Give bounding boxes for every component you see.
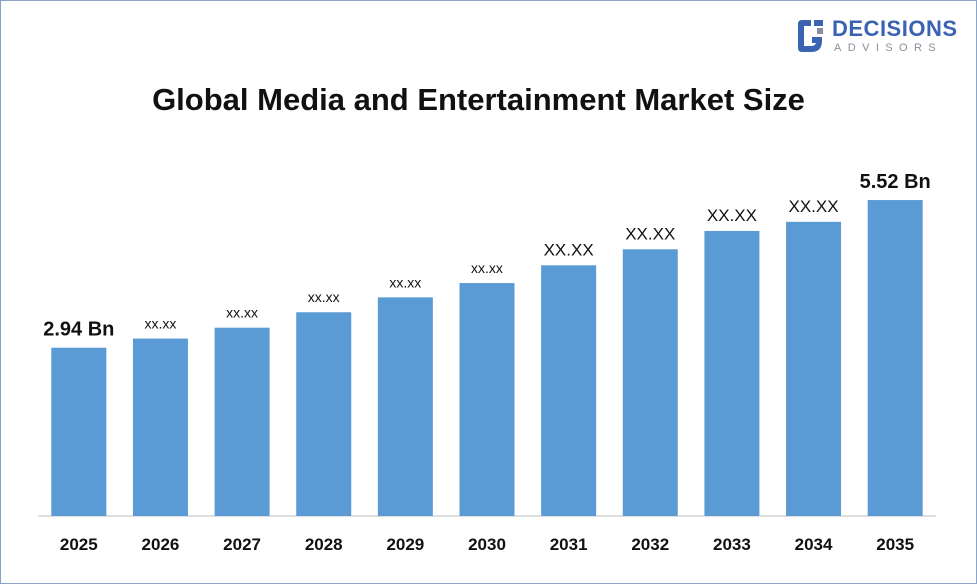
bar-2033 bbox=[704, 230, 760, 516]
bar-2027 bbox=[214, 327, 270, 516]
x-tick-label-2032: 2032 bbox=[631, 535, 669, 554]
x-tick-label-2029: 2029 bbox=[386, 535, 424, 554]
data-label-2033: XX.XX bbox=[707, 206, 757, 225]
data-label-2029: xx.xx bbox=[389, 274, 421, 290]
data-label-2030: xx.xx bbox=[471, 260, 503, 276]
data-label-2028: xx.xx bbox=[308, 289, 340, 305]
x-tick-label-2035: 2035 bbox=[876, 535, 914, 554]
x-tick-label-2034: 2034 bbox=[795, 535, 833, 554]
x-tick-label-2028: 2028 bbox=[305, 535, 343, 554]
bar-2028 bbox=[296, 312, 352, 516]
bar-2030 bbox=[459, 283, 515, 516]
x-tick-label-2033: 2033 bbox=[713, 535, 751, 554]
x-tick-label-2025: 2025 bbox=[60, 535, 98, 554]
chart-title: Global Media and Entertainment Market Si… bbox=[152, 82, 805, 117]
bar-2034 bbox=[786, 221, 842, 516]
x-tick-label-2027: 2027 bbox=[223, 535, 261, 554]
data-label-2025: 2.94 Bn bbox=[43, 319, 114, 341]
bar-2031 bbox=[541, 265, 597, 516]
x-tick-label-2031: 2031 bbox=[550, 535, 588, 554]
bar-2025 bbox=[51, 347, 107, 516]
brand-tagline: ADVISORS bbox=[834, 42, 943, 54]
x-tick-label-2026: 2026 bbox=[142, 535, 180, 554]
data-label-2034: XX.XX bbox=[788, 197, 838, 216]
data-label-2026: xx.xx bbox=[145, 316, 177, 332]
data-label-2032: XX.XX bbox=[625, 224, 675, 243]
bar-2026 bbox=[132, 338, 188, 516]
bar-2035 bbox=[867, 200, 923, 516]
bar-2029 bbox=[377, 297, 433, 516]
data-label-2035: 5.52 Bn bbox=[860, 171, 931, 193]
data-label-2031: XX.XX bbox=[544, 240, 594, 259]
data-label-2027: xx.xx bbox=[226, 305, 258, 321]
x-tick-label-2030: 2030 bbox=[468, 535, 506, 554]
decisions-advisors-logo-icon bbox=[798, 20, 823, 52]
brand-logo: DECISIONS ADVISORS bbox=[795, 15, 965, 59]
brand-name: DECISIONS bbox=[832, 16, 958, 41]
bar-2032 bbox=[622, 249, 678, 516]
